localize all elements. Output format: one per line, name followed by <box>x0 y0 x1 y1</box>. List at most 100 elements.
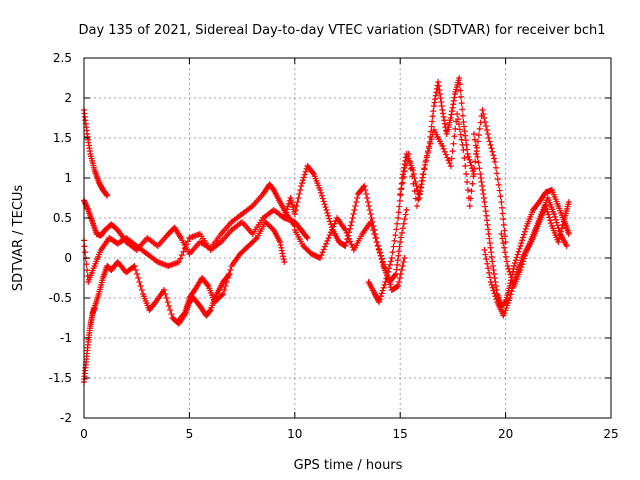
data-point <box>353 199 360 205</box>
data-point <box>440 145 447 152</box>
data-point <box>470 131 477 137</box>
data-point <box>436 91 443 97</box>
data-point <box>424 149 431 156</box>
data-point <box>378 255 385 262</box>
data-point <box>324 209 331 216</box>
data-point <box>399 229 406 236</box>
data-point <box>456 126 463 133</box>
data-point <box>450 140 457 147</box>
data-point <box>474 153 481 160</box>
data-point <box>252 236 259 243</box>
data-point <box>395 248 402 255</box>
data-point <box>460 147 467 153</box>
data-point <box>461 128 468 135</box>
data-point <box>303 233 310 240</box>
data-point <box>482 119 489 125</box>
series-track-l <box>498 199 572 289</box>
data-point <box>408 165 415 172</box>
data-point <box>367 219 374 225</box>
data-point <box>457 87 464 94</box>
data-point <box>517 267 524 273</box>
data-point <box>348 241 355 248</box>
data-point <box>423 154 430 161</box>
data-point <box>398 267 405 273</box>
data-point <box>327 218 334 225</box>
data-point <box>371 231 378 237</box>
data-point <box>361 183 368 189</box>
data-point <box>132 267 139 273</box>
data-point <box>428 123 435 130</box>
axis-ticks: 0 5 10 15 20 25 -2 -1.5 -1 -0.5 0 0.5 1 1.5 2 2.5 <box>49 51 619 441</box>
data-point <box>372 235 379 241</box>
data-point <box>441 117 448 124</box>
data-point <box>542 203 549 209</box>
data-point <box>399 263 406 269</box>
data-point <box>455 116 462 123</box>
data-point <box>135 275 142 281</box>
data-point <box>441 120 448 127</box>
data-point <box>483 127 490 133</box>
data-point <box>350 211 357 217</box>
data-point <box>395 215 402 221</box>
data-point <box>495 181 502 188</box>
data-point <box>346 225 353 232</box>
y-tick-label: -1 <box>60 331 72 345</box>
data-point <box>428 136 435 143</box>
data-point <box>393 266 400 273</box>
data-point <box>466 203 473 209</box>
data-point <box>464 151 471 157</box>
data-point <box>435 83 442 89</box>
data-point <box>326 232 333 239</box>
data-point <box>555 239 562 245</box>
data-point <box>318 252 325 259</box>
data-point <box>436 87 443 93</box>
data-point <box>403 207 410 213</box>
data-point <box>318 192 325 199</box>
data-point <box>368 215 375 221</box>
data-point <box>379 258 386 265</box>
data-point <box>433 89 440 96</box>
data-point <box>432 92 439 99</box>
data-point <box>522 225 529 232</box>
data-point <box>346 235 353 242</box>
data-point <box>420 171 427 178</box>
data-point <box>206 307 213 314</box>
x-tick-label: 10 <box>287 427 302 441</box>
data-point <box>455 121 462 128</box>
data-point <box>277 241 284 248</box>
series-track-b <box>81 181 298 257</box>
data-point <box>448 155 455 162</box>
data-point <box>517 243 524 249</box>
y-tick-label: 2 <box>64 91 72 105</box>
data-point <box>490 287 497 294</box>
data-point <box>293 203 300 209</box>
data-point <box>479 187 486 193</box>
data-point <box>343 229 350 236</box>
data-point <box>376 299 383 305</box>
data-point <box>558 225 565 232</box>
data-point <box>301 171 308 178</box>
data-point <box>280 256 287 263</box>
data-point <box>475 159 482 166</box>
data-point <box>500 221 507 228</box>
data-point <box>464 179 471 185</box>
data-point <box>440 113 447 120</box>
data-point <box>342 227 349 233</box>
series-track-i <box>397 107 509 245</box>
data-point <box>492 293 499 300</box>
data-point <box>327 229 334 236</box>
data-point <box>400 173 407 180</box>
data-point <box>512 257 519 264</box>
data-point <box>469 180 476 187</box>
data-point <box>479 183 486 189</box>
data-point <box>482 208 489 215</box>
data-point <box>183 241 190 248</box>
data-point <box>497 193 504 200</box>
data-point <box>501 249 508 256</box>
data-point <box>446 160 453 167</box>
data-point <box>403 162 410 169</box>
data-point <box>458 100 465 107</box>
data-point <box>521 252 528 259</box>
data-point <box>280 253 287 260</box>
data-point <box>435 79 442 85</box>
